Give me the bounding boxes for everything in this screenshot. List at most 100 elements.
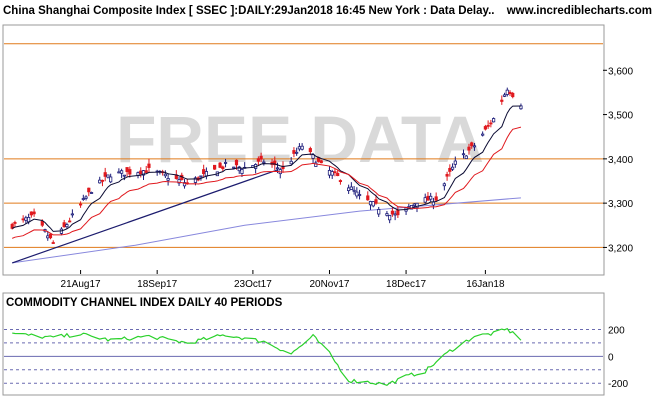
candle-body [68, 220, 72, 223]
candle-body [483, 126, 487, 130]
price-panel-frame [2, 24, 605, 276]
candle-body [314, 162, 318, 167]
candle-body [199, 175, 203, 178]
cci-series [12, 327, 522, 387]
candle-body [415, 202, 419, 209]
candle-body [89, 192, 94, 194]
candle-body [396, 209, 400, 216]
candle-body [27, 217, 31, 223]
date-tick-label: 21Aug17 [61, 279, 101, 290]
slow-ma-line [12, 126, 522, 239]
candle-body [232, 166, 236, 169]
candle-body [491, 118, 496, 123]
candle-body [472, 145, 477, 148]
candle-body [489, 122, 493, 125]
candle-body [46, 235, 50, 239]
candle-body [213, 164, 217, 170]
candle-body [106, 174, 110, 178]
candle-body [21, 218, 25, 221]
date-tick-label: 18Dec17 [386, 279, 426, 290]
candle-body [87, 187, 91, 193]
candle-body [349, 186, 353, 190]
candle-body [218, 162, 222, 168]
candle-body [62, 222, 66, 228]
long-moving-average [12, 197, 521, 264]
candle-body [470, 142, 474, 147]
candle-body [40, 220, 44, 226]
candle-body [453, 160, 457, 165]
candle-body [262, 161, 266, 164]
candle-body [347, 187, 351, 192]
candle-body [385, 213, 389, 216]
candle-body [202, 169, 206, 175]
cci-y-axis: 200 0 -200 [608, 325, 628, 390]
candle-body [508, 91, 512, 95]
candle-body [70, 213, 74, 216]
candle-body [273, 160, 277, 166]
cci-y-tick-label: -200 [608, 379, 628, 390]
price-y-tick-label: 3,600 [608, 66, 633, 77]
candle-body [240, 169, 244, 174]
candle-body [128, 169, 132, 175]
candle-body [464, 155, 468, 160]
support-trendline [12, 169, 278, 264]
candle-body [166, 178, 170, 181]
long-ma-line [12, 197, 521, 264]
candle-body [511, 92, 515, 98]
candle-body [139, 170, 143, 175]
candle-body [388, 214, 392, 221]
candle-body [319, 160, 323, 164]
candle-body [122, 174, 126, 177]
candle-body [120, 170, 124, 174]
candle-body [445, 174, 449, 177]
candle-body [327, 170, 332, 176]
price-y-tick-label: 3,300 [608, 199, 633, 210]
candle-body [434, 196, 438, 201]
price-horizontal-lines [4, 43, 603, 248]
candle-body [29, 211, 33, 216]
candle-body [486, 124, 490, 127]
candle-body [442, 183, 446, 187]
candle-body [366, 195, 370, 201]
indicator-panel-frame [2, 292, 605, 396]
candle-body [98, 179, 102, 184]
price-y-tick-label: 3,200 [608, 243, 633, 254]
candle-body [412, 203, 416, 206]
candle-body [32, 211, 36, 215]
candle-body [182, 182, 187, 187]
candle-body [330, 171, 334, 176]
candle-body [81, 198, 85, 200]
date-tick-label: 23Oct17 [234, 279, 272, 290]
candle-body [78, 203, 83, 206]
candle-body [48, 233, 53, 239]
candle-body [426, 195, 430, 201]
date-tick-label: 20Nov17 [309, 279, 349, 290]
candle-body [13, 222, 17, 224]
candle-body [357, 194, 362, 196]
candle-body [338, 180, 343, 183]
trendline-group [12, 169, 278, 264]
candle-body [461, 153, 466, 156]
candle-body [100, 179, 105, 182]
candle-body [297, 146, 301, 150]
candle-body [300, 145, 304, 150]
candle-body [234, 159, 239, 166]
cci-y-tick-label: 200 [608, 325, 625, 336]
candle-body [292, 150, 296, 154]
candle-body [333, 171, 337, 174]
moving-averages [11, 105, 522, 239]
date-x-axis: 21Aug17 18Sep17 23Oct17 20Nov17 18Dec17 16Jan… [61, 270, 505, 290]
candle-body [448, 167, 452, 172]
candle-body [109, 176, 113, 183]
candle-body [371, 201, 375, 207]
price-y-tick-label: 3,400 [608, 155, 633, 166]
candle-body [450, 166, 455, 170]
candle-body [221, 166, 225, 170]
candle-body [24, 217, 28, 221]
candle-body [500, 99, 504, 102]
indicator-title: COMMODITY CHANNEL INDEX DAILY 40 PERIODS [6, 297, 283, 309]
candle-body [429, 195, 433, 200]
candle-body [393, 213, 397, 216]
